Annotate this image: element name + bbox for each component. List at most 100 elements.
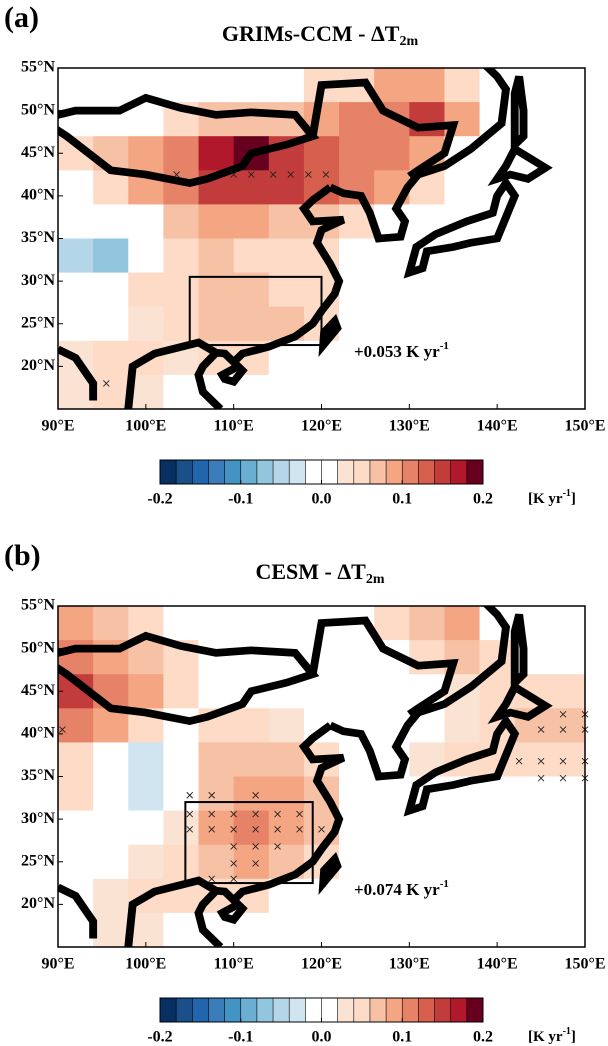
grid-cell [58,272,94,308]
grid-cell [549,136,586,171]
significance-marker [252,826,259,833]
significance-marker [274,826,281,833]
x-tick-label: 140°E [477,418,518,435]
significance-marker [252,860,259,867]
grid-cell [163,68,199,103]
grid-cell [549,306,586,342]
grid-cell [163,136,199,171]
colorbar-bin [273,460,290,484]
significance-marker [230,860,237,867]
grid-cell [198,606,235,641]
grid-cell [268,238,305,273]
grid-cell [339,170,375,205]
colorbar-label-superscript: -1 [563,1026,571,1037]
grid-cell [198,810,235,846]
grid-cell [549,272,586,308]
grid-cell [128,136,164,171]
colorbar-bin [240,460,258,484]
grid-cell [233,306,270,342]
grid-cell [93,606,129,641]
grid-cell [233,606,270,641]
grid-cell [549,776,586,811]
colorbar-tick-label: -0.2 [147,491,172,508]
grid-cell [549,912,586,948]
grid-cell [128,272,164,308]
grid-cell [268,272,305,308]
grid-cell [58,170,94,205]
y-tick-label: 30°N [21,810,55,827]
grid-cell [549,674,586,709]
grid-cell [549,742,586,777]
grid-cell [444,170,480,205]
grid-cell [514,878,551,914]
grid-cell [93,742,129,777]
grid-cell [93,170,129,205]
grid-cell [163,742,199,777]
grid-cell [339,374,375,410]
grid-cell [163,844,199,880]
significance-marker [559,774,567,782]
grid-cell [163,272,199,308]
colorbar-bin [434,460,451,484]
grid-cell [128,204,164,239]
grid-cell [198,640,235,675]
y-tick-label: 25°N [21,314,55,331]
grid-cell [374,374,410,410]
x-tick-label: 120°E [301,418,342,435]
y-tick-label: 45°N [21,682,55,699]
grid-cell [233,912,270,948]
significance-marker [230,843,237,850]
significance-marker [102,380,110,387]
grid-cell [374,844,410,880]
y-tick-label: 40°N [21,187,55,204]
grid-cell [339,102,375,137]
grid-cell [374,674,410,709]
colorbar-bin [321,998,338,1022]
grid-cell [479,340,516,376]
grid-cell [58,776,94,811]
grid-cell [479,878,516,914]
significance-marker [274,843,281,850]
grid-cell [514,374,551,410]
grid-cell [233,742,270,777]
grid-cell [409,374,445,410]
colorbar-bin [305,998,322,1022]
significance-marker [247,171,255,178]
grid-cell [233,810,270,846]
y-tick-label: 20°N [21,357,55,374]
colorbar-bin [418,460,435,484]
title-text: GRIMs-CCM - ΔT [222,21,400,46]
grid-cell [198,844,235,880]
grid-cell [374,912,410,948]
grid-cell [549,878,586,914]
colorbar-bin [289,460,306,484]
grid-cell [163,374,199,410]
grid-cell [268,912,305,948]
grid-cell [479,912,516,948]
grid-cell [374,306,410,342]
grid-cell [339,776,375,811]
grid-cell [514,844,551,880]
grid-cell [409,340,445,376]
grid-cell [233,170,270,205]
colorbar-label: [K yr-1] [528,488,576,507]
grid-cell [128,810,164,846]
colorbar-bin [386,998,403,1022]
colorbar-bin [256,998,274,1022]
grid-cell [514,810,551,846]
grid-cell [444,340,480,376]
colorbar-bin [160,460,177,484]
grid-cell [444,912,480,948]
grid-cell [93,238,129,273]
grid-cell [374,776,410,811]
grid-cell [444,306,480,342]
grid-cell [514,204,551,239]
grid-cell [198,204,235,239]
colorbar-bin [402,998,419,1022]
grid-cell [549,606,586,641]
colorbar-tick-label: 0.2 [473,1029,493,1046]
grid-cell [444,878,480,914]
grid-cell [303,136,340,171]
x-tick-label: 130°E [389,956,430,973]
